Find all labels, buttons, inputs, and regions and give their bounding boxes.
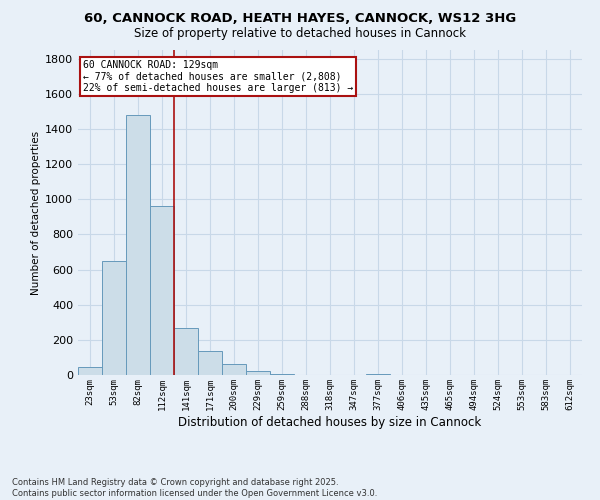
Bar [222, 364, 246, 375]
Text: 60 CANNOCK ROAD: 129sqm
← 77% of detached houses are smaller (2,808)
22% of semi: 60 CANNOCK ROAD: 129sqm ← 77% of detache… [83, 60, 353, 93]
Text: Contains HM Land Registry data © Crown copyright and database right 2025.
Contai: Contains HM Land Registry data © Crown c… [12, 478, 377, 498]
Bar [150, 206, 174, 375]
Bar [246, 372, 270, 375]
Bar [270, 374, 294, 375]
Bar [78, 367, 102, 375]
Bar [366, 374, 390, 375]
Y-axis label: Number of detached properties: Number of detached properties [31, 130, 41, 294]
Text: Size of property relative to detached houses in Cannock: Size of property relative to detached ho… [134, 28, 466, 40]
Bar [198, 352, 222, 375]
Text: 60, CANNOCK ROAD, HEATH HAYES, CANNOCK, WS12 3HG: 60, CANNOCK ROAD, HEATH HAYES, CANNOCK, … [84, 12, 516, 26]
Bar [174, 328, 198, 375]
Bar [126, 115, 150, 375]
Bar [102, 261, 126, 375]
X-axis label: Distribution of detached houses by size in Cannock: Distribution of detached houses by size … [178, 416, 482, 428]
